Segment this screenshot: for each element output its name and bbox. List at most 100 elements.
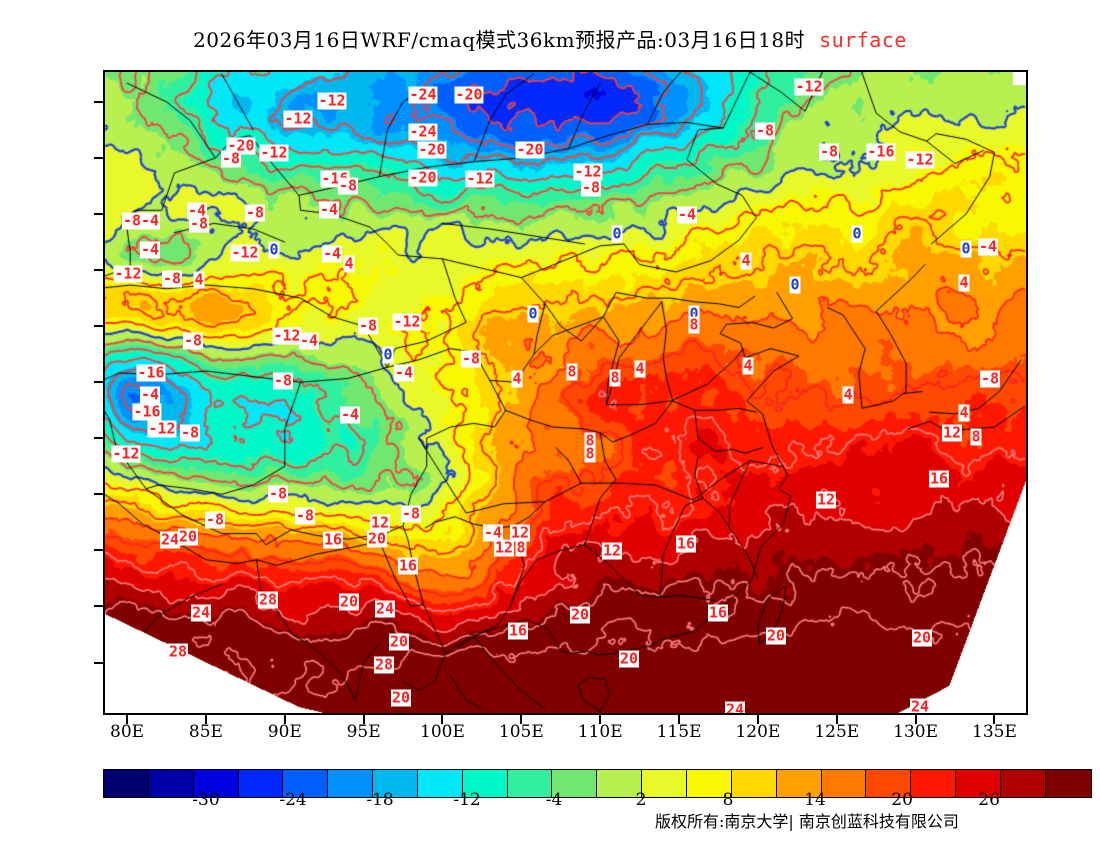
colorbar-swatch: [238, 770, 284, 797]
longitude-tick-label: 95E: [346, 722, 381, 742]
contour-label: -12: [283, 109, 313, 128]
colorbar-swatch: [597, 770, 643, 797]
contour-label: -8: [244, 203, 266, 222]
contour-label: 20: [390, 688, 412, 707]
colorbar-tick-labels: -30 -24 -18 -12 -4 2 8 14 20 26: [0, 790, 1100, 820]
contour-label: 20: [366, 529, 388, 548]
colorbar-swatch: [283, 770, 329, 797]
longitude-tick-label: 110E: [577, 722, 623, 742]
longitude-tick-label: 130E: [893, 722, 939, 742]
copyright-notice: 版权所有:南京大学| 南京创蓝科技有限公司: [655, 812, 959, 831]
contour-label: 16: [507, 621, 529, 640]
contour-label: 0: [960, 239, 972, 258]
colorbar-swatch: [911, 770, 957, 797]
contour-label: 8: [609, 368, 621, 387]
contour-label: 8: [584, 431, 596, 450]
contour-label: 12: [509, 523, 531, 542]
contour-label: -12: [272, 326, 302, 345]
title-main-text: 2026年03月16日WRF/cmaq模式36km预报产品:03月16日18时: [193, 28, 806, 52]
temperature-field-canvas: [105, 72, 1026, 713]
latitude-tick-mark: [94, 381, 103, 384]
contour-label: -20: [226, 136, 256, 155]
longitude-tick-mark: [835, 715, 838, 724]
colorbar-swatch: [821, 770, 867, 797]
contour-label: -4: [318, 200, 340, 219]
contour-label: -24: [408, 85, 438, 104]
contour-label: -12: [905, 150, 935, 169]
longitude-tick-mark: [126, 715, 129, 724]
contour-label: -12: [794, 77, 824, 96]
longitude-tick-mark: [441, 715, 444, 724]
colorbar-swatch: [373, 770, 418, 797]
longitude-tick-mark: [599, 715, 602, 724]
latitude-tick-mark: [94, 661, 103, 664]
colorbar-swatch: [507, 770, 553, 797]
contour-label: -8: [400, 504, 422, 523]
contour-label: 0: [382, 345, 394, 364]
contour-label: -4: [321, 244, 343, 263]
contour-label: 8: [515, 538, 527, 557]
colorbar-swatch: [776, 770, 822, 797]
latitude-tick-mark: [94, 605, 103, 608]
longitude-tick-mark: [204, 715, 207, 724]
contour-label: 20: [911, 628, 933, 647]
contour-label: -8: [460, 349, 482, 368]
contour-label: -16: [132, 402, 162, 421]
latitude-tick-mark: [94, 213, 103, 216]
contour-label: 16: [928, 469, 950, 488]
colorbar-swatch: [956, 770, 1001, 797]
contour-label: -4: [977, 237, 999, 256]
contour-label: 8: [584, 444, 596, 463]
colorbar-tick-label: 2: [635, 790, 647, 810]
contour-label: -8: [161, 269, 183, 288]
contour-label: 4: [511, 369, 523, 388]
longitude-tick-mark: [993, 715, 996, 724]
contour-label: -20: [417, 140, 447, 159]
longitude-tick-label: 80E: [110, 722, 145, 742]
contour-label: 24: [190, 603, 212, 622]
contour-label: 8: [566, 362, 578, 381]
colorbar-swatch: [104, 770, 149, 797]
forecast-map[interactable]: -12 -24 -20 -12 -12 -24 -8 -20 -12 -8 -20 -20 -8 -16-…: [103, 70, 1028, 715]
contour-label: 4: [742, 356, 754, 375]
page-title: 2026年03月16日WRF/cmaq模式36km预报产品:03月16日18时 s…: [0, 24, 1100, 53]
contour-label: -12: [465, 169, 495, 188]
contour-label: -4: [139, 385, 161, 404]
longitude-tick-mark: [362, 715, 365, 724]
contour-label: 0: [527, 304, 539, 323]
contour-label: 16: [397, 556, 419, 575]
latitude-tick-mark: [94, 493, 103, 496]
colorbar-tick-label: -30: [192, 790, 220, 810]
longitude-tick-mark: [283, 715, 286, 724]
latitude-tick-mark: [94, 437, 103, 440]
colorbar-swatch: [552, 770, 598, 797]
longitude-tick-mark: [678, 715, 681, 724]
contour-label: 12: [493, 538, 515, 557]
contour-label: 4: [634, 359, 646, 378]
contour-label: 20: [388, 632, 410, 651]
contour-label: 0: [851, 224, 863, 243]
contour-label: -20: [408, 168, 438, 187]
contour-label: 0: [268, 240, 280, 259]
contour-label: -8: [188, 214, 210, 233]
contour-label: -4: [139, 211, 161, 230]
contour-label: 20: [177, 527, 199, 546]
contour-label: -16: [136, 363, 166, 382]
contour-label: -12: [317, 91, 347, 110]
colorbar-swatch: [462, 770, 508, 797]
contour-label: -8: [182, 331, 204, 350]
contour-label: -8: [267, 484, 289, 503]
contour-label: 4: [958, 403, 970, 422]
colorbar-tick-label: 20: [891, 790, 913, 810]
longitude-tick-label: 125E: [814, 722, 860, 742]
contour-label: -12: [573, 162, 603, 181]
longitude-tick-label: 90E: [267, 722, 302, 742]
contour-label: -8: [272, 371, 294, 390]
contour-label: -4: [139, 240, 161, 259]
longitude-tick-label: 120E: [735, 722, 781, 742]
colorbar-tick-label: -24: [279, 790, 307, 810]
colorbar-tick-label: -18: [366, 790, 394, 810]
contour-label: -4: [298, 331, 320, 350]
colorbar-swatch: [866, 770, 912, 797]
contour-label: 16: [322, 530, 344, 549]
